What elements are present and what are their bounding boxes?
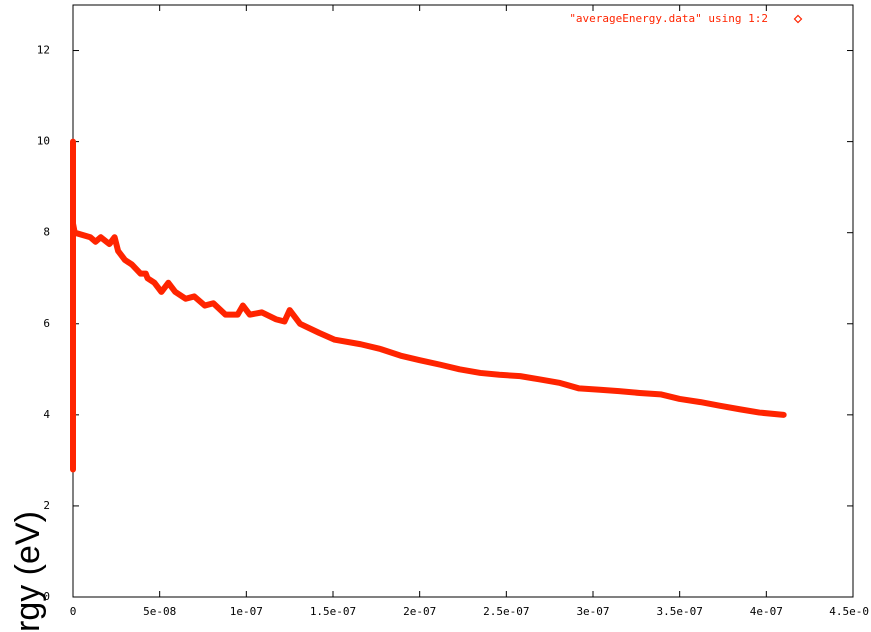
x-tick-label: 2e-07 [403, 605, 436, 618]
y-tick-label: 4 [43, 408, 50, 421]
legend-label: "averageEnergy.data" using 1:2 [569, 12, 768, 25]
x-tick-label: 1e-07 [230, 605, 263, 618]
x-tick-label: 4e-07 [750, 605, 783, 618]
y-tick-label: 10 [37, 135, 50, 148]
y-tick-label: 2 [43, 499, 50, 512]
x-tick-label: 0 [70, 605, 77, 618]
y-tick-label: 0 [43, 590, 50, 603]
plot-frame [72, 4, 854, 598]
x-tick-label: 4.5e-0 [829, 605, 869, 618]
data-line [70, 138, 787, 473]
x-tick-label: 3.5e-07 [656, 605, 702, 618]
x-tick-label: 5e-08 [143, 605, 176, 618]
x-tick-label: 1.5e-07 [310, 605, 356, 618]
x-tick-label: 3e-07 [576, 605, 609, 618]
x-tick-label: 2.5e-07 [483, 605, 529, 618]
y-tick-label: 8 [43, 226, 50, 239]
y-axis-label: rgy (eV) [9, 511, 47, 632]
y-tick-label: 6 [43, 317, 50, 330]
legend-marker [793, 14, 803, 24]
y-tick-label: 12 [37, 44, 50, 57]
